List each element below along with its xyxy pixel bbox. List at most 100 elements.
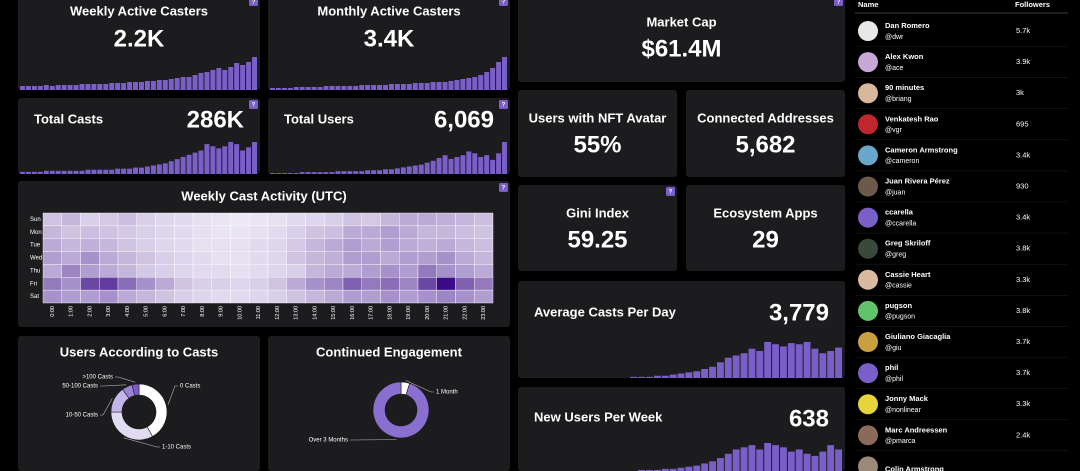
user-name: Colin Armstrong (885, 464, 944, 471)
user-handle: @pugson (885, 314, 915, 321)
spark-bar (192, 152, 198, 174)
spark-bar (73, 170, 79, 174)
user-name: Cameron Armstrong (885, 145, 958, 154)
spark-bar (252, 57, 257, 90)
heatmap-cell (286, 225, 306, 239)
spark-bar (693, 465, 701, 471)
heatmap-column-label: 12:00 (275, 306, 281, 320)
spark-bar (246, 62, 252, 90)
spark-bar (305, 172, 311, 174)
user-name: Giuliano Giacaglia (885, 332, 951, 341)
spark-bar (186, 77, 192, 90)
spark-bar (299, 87, 305, 90)
heatmap-cell (99, 212, 119, 227)
heatmap-cell (305, 251, 325, 265)
spark-bar (466, 151, 472, 174)
heatmap-cell (230, 277, 250, 291)
heatmap-cell (80, 289, 100, 304)
heatmap-column-label: 22:00 (462, 306, 468, 320)
leader-line (115, 376, 136, 383)
heatmap-cell (117, 238, 137, 252)
heatmap-column-label: 14:00 (312, 306, 318, 320)
spark-bar (317, 172, 323, 174)
heatmap-cell (305, 277, 325, 291)
spark-bar (418, 83, 424, 90)
user-name: Jonny Mack (885, 394, 929, 403)
spark-bar (228, 142, 234, 174)
spark-bar (97, 169, 103, 174)
heatmap-cell (417, 277, 437, 291)
card-title: New Users Per Week (534, 409, 663, 424)
heatmap-cell (99, 238, 119, 252)
spark-bar (724, 357, 732, 378)
heatmap-cell (455, 251, 475, 265)
spark-bar (353, 171, 359, 174)
spark-bar (174, 159, 180, 174)
stat-card (268, 98, 510, 174)
heatmap-cell (136, 264, 156, 278)
heatmap-cell (174, 225, 194, 239)
stat-card (518, 185, 677, 271)
spark-bar (716, 362, 724, 378)
spark-bar (133, 167, 138, 174)
spark-bar (484, 155, 490, 174)
heatmap-cell (267, 251, 287, 265)
heatmap-cell (136, 251, 156, 265)
spark-bar (198, 150, 204, 174)
heatmap-cell (155, 238, 175, 252)
heatmap-cell (117, 264, 137, 278)
spark-bar (795, 449, 803, 471)
user-handle: @cameron (885, 158, 919, 165)
spark-bar (210, 70, 216, 90)
avatar (858, 394, 878, 415)
heatmap-cell (436, 225, 456, 239)
heatmap-cell (230, 238, 250, 252)
heatmap-cell (174, 251, 194, 265)
heatmap-cell (361, 277, 381, 291)
heatmap-cell (286, 277, 306, 291)
heatmap-cell (61, 277, 81, 291)
spark-bar (803, 453, 811, 471)
heatmap-cell (211, 212, 231, 227)
spark-bar (55, 85, 61, 90)
followers: 3.4k (1016, 213, 1030, 222)
followers: 3.8k (1016, 306, 1030, 315)
spark-bar (756, 449, 764, 471)
help-badge (499, 0, 508, 6)
spark-bar (630, 376, 638, 378)
spark-bar (180, 156, 186, 174)
spark-bar (168, 161, 174, 174)
user-name: Alex Kwon (885, 52, 924, 61)
spark-bar (43, 85, 49, 90)
followers: 3k (1016, 88, 1024, 97)
heatmap-cell (455, 264, 475, 278)
card-value: 2.2K (114, 25, 165, 52)
heatmap-cell (230, 212, 250, 227)
heatmap-cell (380, 225, 400, 239)
heatmap-cell (155, 225, 175, 239)
user-name: Greg Skriloff (885, 239, 931, 248)
leader-line (123, 437, 160, 448)
spark-bar (359, 171, 365, 174)
table-header: Name (858, 0, 878, 9)
heatmap-cell (267, 238, 287, 252)
user-name: Marc Andreessen (885, 425, 948, 434)
spark-bar (91, 84, 97, 90)
heatmap-cell (192, 277, 212, 291)
heatmap-cell (174, 289, 194, 304)
spark-bar (311, 172, 317, 174)
stat-card (686, 185, 845, 271)
spark-bar (436, 158, 442, 174)
heatmap-cell (380, 264, 400, 278)
spark-bar (192, 75, 198, 90)
spark-bar (787, 343, 795, 378)
heatmap-column-label: 9:00 (219, 306, 225, 317)
spark-bar (496, 62, 502, 90)
spark-bar (127, 82, 133, 90)
spark-bar (198, 73, 204, 90)
help-icon: ? (252, 0, 256, 6)
spark-bar (25, 171, 31, 174)
spark-bar (383, 169, 388, 174)
spark-bar (496, 153, 502, 174)
